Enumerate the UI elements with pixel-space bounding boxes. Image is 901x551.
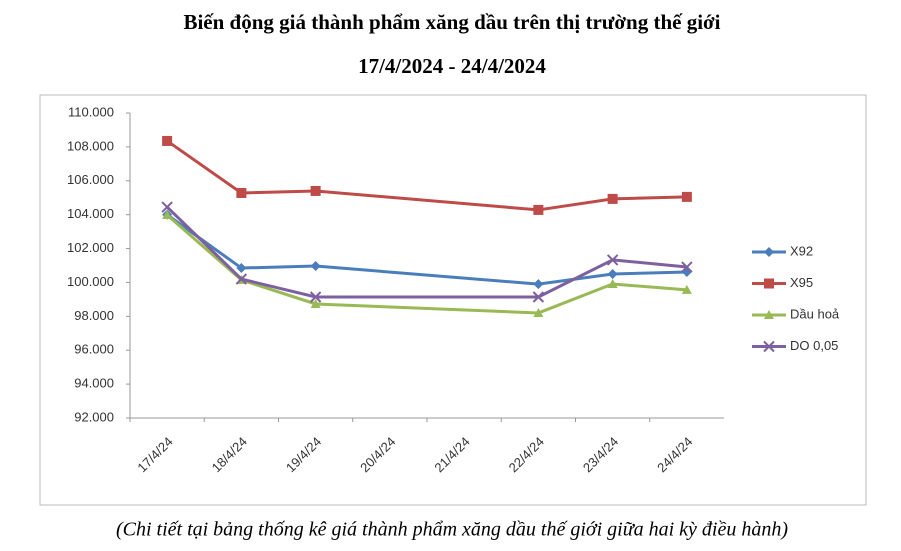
y-tick-label: 98.000	[74, 308, 114, 323]
legend-marker	[764, 247, 774, 257]
y-tick-label: 96.000	[74, 342, 114, 357]
y-tick-label: 106.000	[67, 172, 114, 187]
legend-marker	[763, 340, 775, 353]
x-tick-label: 22/4/24	[506, 434, 547, 475]
chart-subtitle: 17/4/2024 - 24/4/2024	[358, 54, 546, 78]
y-tick-label: 100.000	[67, 274, 114, 289]
series-line	[166, 139, 687, 212]
data-point	[533, 204, 544, 215]
legend-label: X92	[790, 243, 813, 258]
data-point	[162, 210, 173, 220]
data-point	[161, 201, 173, 213]
y-tick-label: 110.000	[68, 104, 114, 119]
data-point	[236, 263, 247, 274]
data-point	[162, 135, 173, 146]
data-point	[309, 291, 322, 303]
data-point	[607, 268, 618, 279]
y-tick-label: 104.000	[67, 206, 114, 221]
x-tick-label: 18/4/24	[209, 434, 250, 475]
data-point	[681, 284, 692, 294]
data-point	[607, 193, 618, 204]
y-tick-label: 108.000	[67, 138, 114, 153]
data-point	[310, 185, 321, 196]
data-point	[310, 298, 321, 308]
x-tick-label: 17/4/24	[134, 434, 175, 475]
x-tick-label: 23/4/24	[580, 434, 621, 475]
data-point	[681, 191, 692, 202]
y-tick-label: 102.000	[67, 240, 114, 255]
chart-frame	[39, 94, 867, 506]
chart-title: Biến động giá thành phẩm xăng dầu trên t…	[183, 10, 720, 34]
x-tick-label: 21/4/24	[431, 434, 472, 475]
legend-marker	[764, 310, 774, 319]
footnote: (Chi tiết tại bảng thống kê giá thành ph…	[116, 519, 788, 541]
data-point	[236, 187, 247, 198]
series-line	[166, 205, 688, 299]
data-point	[606, 254, 619, 266]
x-tick-label: 24/4/24	[654, 434, 695, 475]
data-point	[235, 273, 248, 285]
x-tick-label: 20/4/24	[357, 434, 398, 475]
legend-label: Dầu hoả	[790, 306, 840, 321]
y-tick-label: 94.000	[74, 376, 114, 391]
legend-marker	[764, 278, 774, 289]
x-tick-label: 19/4/24	[283, 434, 324, 475]
series-line	[166, 213, 687, 286]
y-tick-label: 92.000	[74, 409, 114, 424]
data-point	[533, 307, 544, 317]
data-point	[681, 261, 693, 273]
data-point	[532, 291, 545, 303]
legend-label: X95	[790, 275, 813, 290]
data-point	[310, 261, 321, 272]
data-point	[533, 279, 544, 290]
legend-label: DO 0,05	[790, 338, 838, 353]
data-point	[607, 278, 618, 288]
